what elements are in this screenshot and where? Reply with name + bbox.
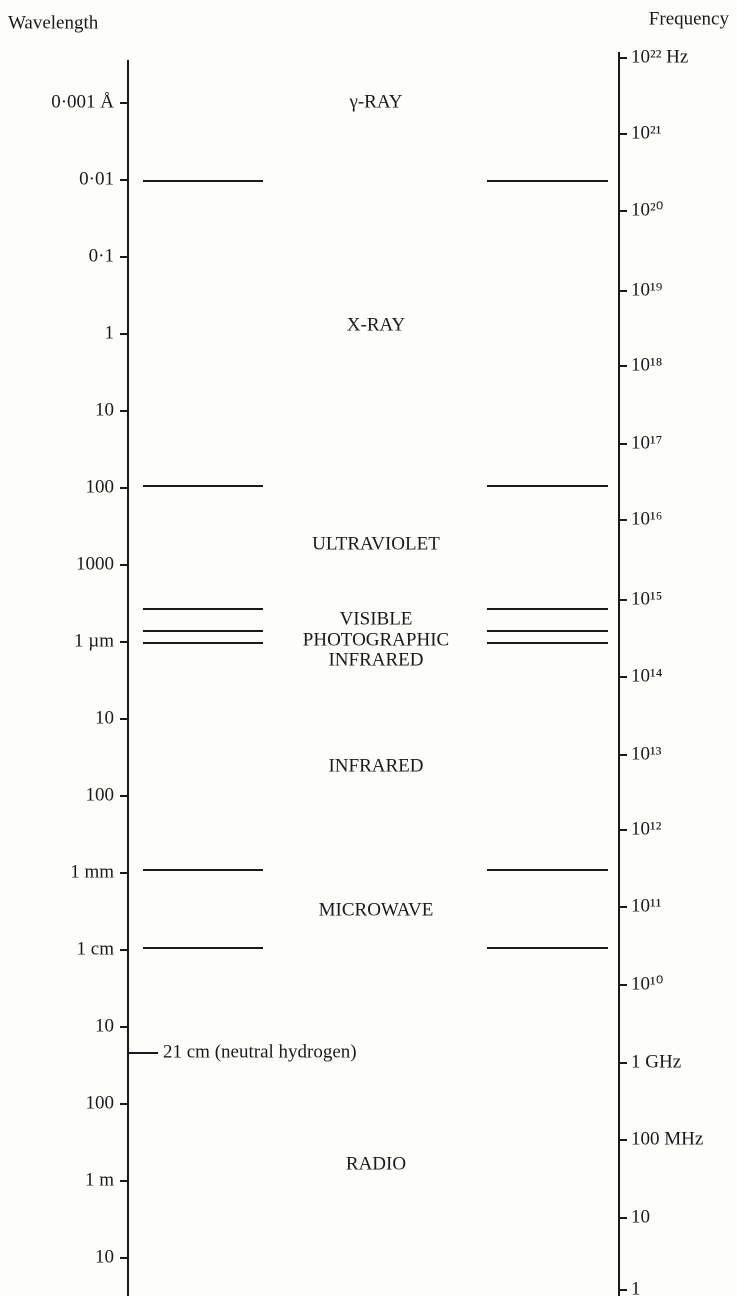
- frequency-header: Frequency: [649, 8, 730, 29]
- wavelength-label: 1 µm: [74, 630, 114, 651]
- region-label: MICROWAVE: [319, 899, 434, 920]
- wavelength-label: 1 mm: [70, 861, 114, 882]
- region-label: PHOTOGRAPHIC: [303, 629, 449, 650]
- wavelength-label: 1: [105, 322, 115, 343]
- frequency-label: 10¹⁶: [631, 508, 662, 529]
- wavelength-label: 1 m: [85, 1169, 114, 1190]
- frequency-label: 10¹¹: [631, 895, 662, 916]
- wavelength-header: Wavelength: [8, 12, 99, 33]
- wavelength-label: 1 cm: [77, 938, 115, 959]
- wavelength-label: 10: [95, 707, 114, 728]
- frequency-label: 1: [631, 1278, 641, 1296]
- region-label: X-RAY: [347, 314, 406, 335]
- wavelength-label: 100: [86, 784, 115, 805]
- region-label: INFRARED: [328, 755, 423, 776]
- wavelength-label: 10: [95, 399, 114, 420]
- frequency-label: 100 MHz: [631, 1128, 703, 1149]
- wavelength-label: 0·1: [89, 245, 114, 266]
- frequency-label: 10¹⁹: [631, 279, 663, 300]
- frequency-label: 10¹³: [631, 743, 662, 764]
- frequency-label: 10¹²: [631, 818, 662, 839]
- frequency-label: 10²¹: [631, 122, 662, 143]
- frequency-label: 10²² Hz: [631, 46, 688, 67]
- frequency-label: 10: [631, 1206, 650, 1227]
- frequency-label: 10¹⁰: [631, 973, 663, 994]
- wavelength-label: 10: [95, 1015, 114, 1036]
- frequency-label: 10¹⁷: [631, 432, 662, 453]
- wavelength-label: 1000: [76, 553, 114, 574]
- region-label: RADIO: [346, 1153, 406, 1174]
- region-label: INFRARED: [328, 649, 423, 670]
- wavelength-label: 10: [95, 1246, 114, 1267]
- wavelength-label: 0·001 Å: [51, 91, 114, 112]
- region-label: γ-RAY: [348, 91, 402, 112]
- wavelength-label: 0·01: [79, 168, 114, 189]
- frequency-label: 10¹⁵: [631, 588, 662, 609]
- frequency-label: 10²⁰: [631, 199, 663, 220]
- frequency-label: 10¹⁸: [631, 354, 662, 375]
- region-label: ULTRAVIOLET: [312, 533, 440, 554]
- region-label: VISIBLE: [340, 608, 413, 629]
- wavelength-label: 100: [86, 1092, 115, 1113]
- hydrogen-annotation: 21 cm (neutral hydrogen): [163, 1041, 357, 1062]
- frequency-label: 1 GHz: [631, 1051, 681, 1072]
- frequency-label: 10¹⁴: [631, 665, 663, 686]
- wavelength-label: 100: [86, 476, 115, 497]
